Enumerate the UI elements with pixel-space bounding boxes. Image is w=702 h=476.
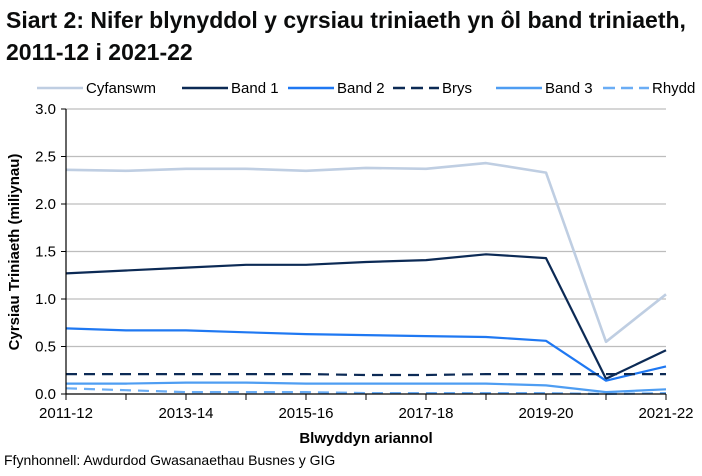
x-tick-label: 2019-20 [518, 405, 573, 422]
y-axis-ticks: 0.0 0.5 1.0 1.5 2.0 2.5 3.0 [35, 101, 66, 403]
x-tick-label: 2021-22 [638, 405, 693, 422]
legend-item-band-2: Band 2 [288, 80, 385, 97]
x-tick-label: 2017-18 [398, 405, 453, 422]
legend-item-band-1: Band 1 [182, 80, 279, 97]
legend-item-brys: Brys [393, 80, 472, 97]
y-tick-label: 3.0 [35, 101, 56, 118]
series-cyfanswm [65, 161, 667, 344]
legend-item-rhydd: Rhydd [603, 80, 695, 97]
chart-legend: Cyfanswm Band 1 Band 2 Brys Band 3 Rhydd [37, 80, 695, 97]
legend-label: Cyfanswm [86, 80, 156, 97]
legend-label: Band 1 [231, 80, 279, 97]
legend-item-band-3: Band 3 [496, 80, 593, 97]
x-axis-label: Blwyddyn ariannol [299, 430, 432, 447]
y-axis-label: Cyrsiau Triniaeth (miliynau) [6, 154, 23, 351]
y-tick-label: 1.0 [35, 291, 56, 308]
data-series [65, 161, 667, 396]
y-tick-label: 1.5 [35, 244, 56, 261]
gridlines [66, 108, 666, 348]
x-tick-label: 2015-16 [278, 405, 333, 422]
y-tick-label: 0.5 [35, 339, 56, 356]
chart-title: Siart 2: Nifer blynyddol y cyrsiau trini… [6, 7, 686, 65]
y-tick-label: 0.0 [35, 386, 56, 403]
series-brys [66, 373, 666, 377]
legend-label: Rhydd [652, 80, 695, 97]
legend-item-cyfanswm: Cyfanswm [37, 80, 156, 97]
legend-label: Band 2 [337, 80, 385, 97]
series-band-1 [65, 253, 667, 380]
x-tick-label: 2013-14 [158, 405, 213, 422]
y-tick-label: 2.0 [35, 196, 56, 213]
series-rhydd [65, 387, 667, 396]
y-tick-label: 2.5 [35, 149, 56, 166]
x-axis-ticks: 2011-12 2013-14 2015-16 2017-18 2019-20 2021-… [39, 394, 694, 422]
source-note: Ffynhonnell: Awdurdod Gwasanaethau Busne… [4, 452, 336, 468]
legend-label: Brys [442, 80, 472, 97]
x-tick-label: 2011-12 [39, 405, 93, 422]
legend-label: Band 3 [545, 80, 593, 97]
series-band-2 [65, 327, 667, 382]
series-band-3 [66, 381, 667, 394]
